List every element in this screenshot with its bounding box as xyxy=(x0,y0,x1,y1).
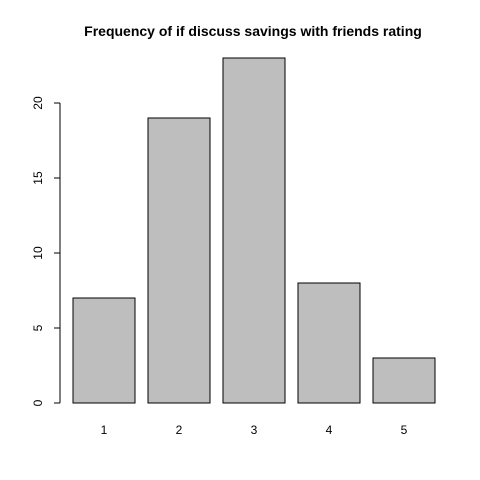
x-tick-label: 2 xyxy=(176,423,183,437)
y-tick-label: 10 xyxy=(31,246,45,260)
bar-4 xyxy=(297,282,361,404)
bar-5 xyxy=(372,357,436,404)
y-tick-label: 5 xyxy=(31,324,45,331)
x-tick-label: 5 xyxy=(401,423,408,437)
x-tick-label: 1 xyxy=(101,423,108,437)
y-tick-label: 20 xyxy=(31,96,45,110)
bar-2 xyxy=(147,117,211,404)
y-axis: 0 5 10 15 20 xyxy=(31,96,61,406)
bar-1 xyxy=(72,297,136,404)
y-tick-label: 0 xyxy=(31,399,45,406)
bar-3 xyxy=(222,57,286,404)
bars-group xyxy=(72,57,436,404)
x-tick-label: 3 xyxy=(251,423,258,437)
x-tick-labels: 1 2 3 4 5 xyxy=(101,423,408,437)
x-tick-label: 4 xyxy=(326,423,333,437)
chart-title: Frequency of if discuss savings with fri… xyxy=(84,23,422,39)
y-tick-label: 15 xyxy=(31,171,45,185)
